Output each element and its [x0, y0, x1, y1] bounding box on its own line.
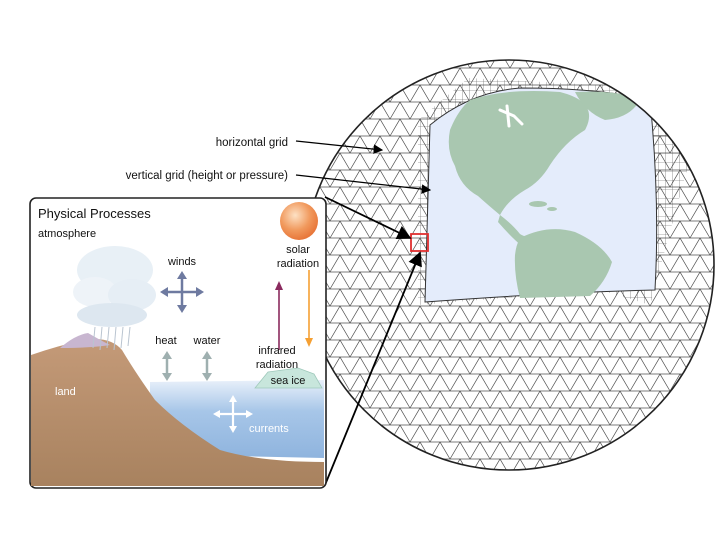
sea-ice-label: sea ice	[271, 375, 306, 387]
greenland-landmass	[575, 91, 640, 120]
horizontal-grid-label: horizontal grid	[216, 137, 288, 149]
infrared-radiation-label-line1: infrared	[258, 345, 295, 357]
annotation-arrows	[295, 140, 432, 486]
infrared-radiation-arrow	[275, 281, 283, 350]
atmosphere-label: atmosphere	[38, 228, 96, 240]
sea-ice-block	[254, 367, 323, 389]
south-america-landmass	[514, 229, 612, 298]
inset-title: Physical Processes	[38, 206, 151, 221]
cloud-icon	[73, 246, 156, 351]
heat-label: heat	[155, 335, 176, 347]
land-label: land	[55, 386, 76, 398]
caribbean-island	[547, 207, 557, 211]
inset-bottom-connector	[324, 251, 422, 486]
currents-arrows-icon	[213, 395, 253, 433]
solar-radiation-arrow	[305, 270, 313, 347]
currents-label: currents	[249, 423, 289, 435]
caribbean-island	[529, 201, 547, 207]
land-mass	[31, 339, 324, 486]
solar-radiation-label-line2: radiation	[277, 258, 319, 270]
water-label: water	[193, 335, 221, 347]
hudson-bay	[498, 104, 524, 128]
heat-arrow-icon	[162, 351, 172, 381]
vertical-grid-label: vertical grid (height or pressure)	[126, 170, 289, 182]
water-arrow-icon	[202, 351, 212, 381]
horizontal-grid-pointer	[295, 140, 384, 154]
winds-label: winds	[167, 256, 197, 268]
north-america-landmass	[448, 91, 590, 215]
vertical-grid-pointer	[295, 174, 432, 194]
rain-streaks	[92, 326, 131, 351]
solar-radiation-label-line1: solar	[286, 244, 310, 256]
winds-arrows-icon	[160, 271, 204, 313]
snow-cap	[60, 333, 110, 348]
sun-icon	[280, 202, 318, 240]
inset-top-connector	[324, 196, 412, 240]
globe	[303, 59, 715, 471]
physical-processes-inset: Physical Processes atmosphere winds sola…	[29, 197, 327, 489]
grid-cell-highlight	[410, 233, 429, 252]
infrared-radiation-label-line2: radiation	[256, 359, 298, 371]
